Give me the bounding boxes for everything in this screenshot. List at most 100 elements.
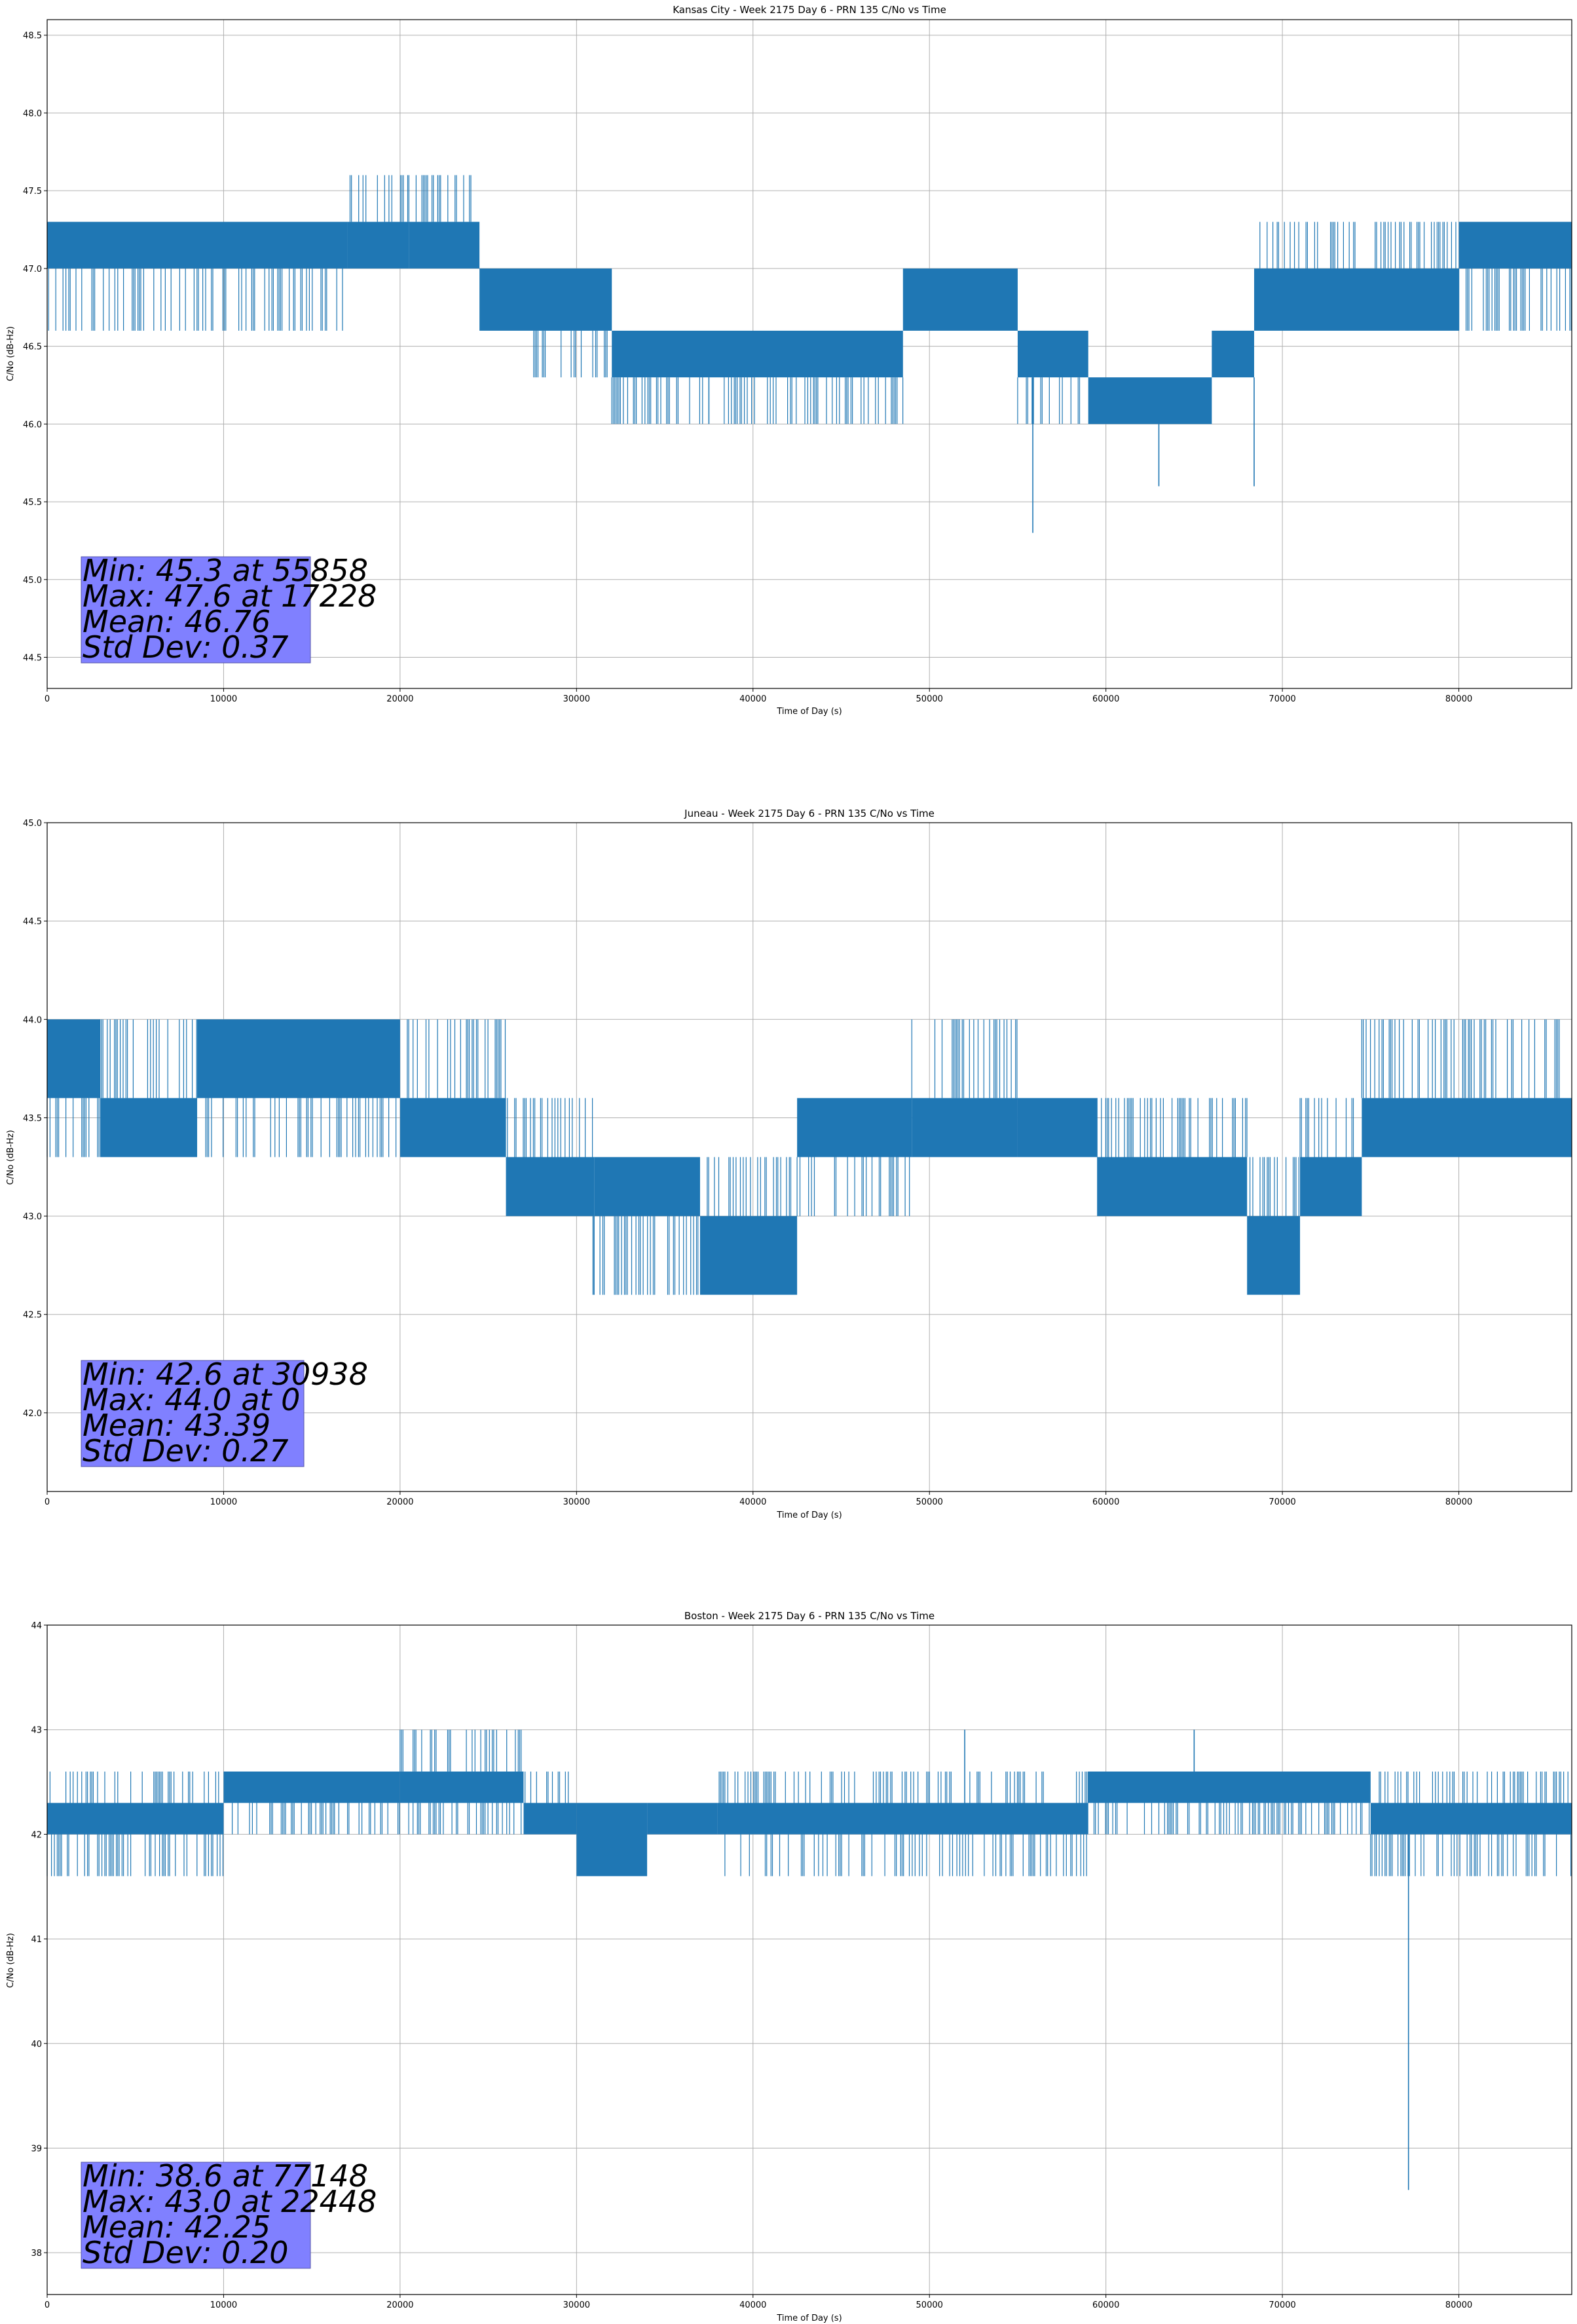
x-axis-label: Time of Day (s) xyxy=(776,2314,842,2323)
plot-frame xyxy=(46,822,1572,1492)
data-excursions xyxy=(1096,1098,1248,1157)
data-excursions xyxy=(407,1019,506,1098)
y-tick-label: 48.0 xyxy=(23,109,42,119)
x-tick-label: 50000 xyxy=(916,694,943,704)
data-band xyxy=(523,1803,577,1835)
data-excursions xyxy=(611,377,904,424)
x-tick-label: 40000 xyxy=(739,694,766,704)
x-tick-label: 10000 xyxy=(210,1497,237,1507)
y-tick-label: 41 xyxy=(31,1935,42,1945)
data-excursions xyxy=(205,1098,397,1157)
boston-panel: Boston - Week 2175 Day 6 - PRN 135 C/No … xyxy=(6,1610,1572,2323)
x-tick-label: 0 xyxy=(45,1497,50,1507)
stat-min: Min: 38.6 at 77148 xyxy=(83,2158,368,2194)
data-excursions xyxy=(408,175,472,222)
y-tick-label: 43.0 xyxy=(23,1212,42,1222)
y-tick-label: 43.5 xyxy=(23,1114,42,1123)
data-band xyxy=(47,1019,100,1098)
data-excursions xyxy=(533,330,608,378)
data-band xyxy=(47,1803,224,1835)
plot-frame xyxy=(46,1624,1572,2295)
data-band xyxy=(399,1771,524,1803)
data-excursions xyxy=(48,268,343,331)
stats-box-background xyxy=(81,1360,305,1467)
x-tick-label: 0 xyxy=(45,2300,50,2310)
y-tick-label: 42.5 xyxy=(23,1311,42,1321)
x-tick-label: 0 xyxy=(45,694,50,704)
kansas-city-panel: Kansas City - Week 2175 Day 6 - PRN 135 … xyxy=(6,4,1572,717)
x-tick-label: 60000 xyxy=(1092,694,1119,704)
y-tick-label: 44.0 xyxy=(23,1015,42,1025)
data-excursions xyxy=(1370,1771,1572,1877)
data-band xyxy=(409,221,480,269)
data-band xyxy=(399,1098,506,1157)
data-excursions xyxy=(911,1019,1018,1098)
chart-title: Boston - Week 2175 Day 6 - PRN 135 C/No … xyxy=(684,1610,935,1622)
y-tick-label: 40 xyxy=(31,2040,42,2050)
x-tick-label: 30000 xyxy=(563,1497,590,1507)
data-band xyxy=(1370,1803,1572,1835)
y-axis-label: C/No (dB-Hz) xyxy=(6,326,16,381)
x-tick-label: 70000 xyxy=(1269,2300,1295,2310)
x-tick-label: 70000 xyxy=(1269,1497,1295,1507)
data-excursions xyxy=(718,1771,1088,1877)
data-band xyxy=(1017,1098,1098,1157)
y-tick-label: 43 xyxy=(31,1726,42,1736)
stat-min: Min: 42.6 at 30938 xyxy=(83,1357,368,1392)
data-band xyxy=(523,268,612,331)
data-band xyxy=(1300,1157,1362,1216)
data-band xyxy=(647,1803,718,1835)
x-tick-label: 40000 xyxy=(739,2300,766,2310)
stat-std-dev: Std Dev: 0.27 xyxy=(83,1433,289,1469)
data-band xyxy=(1088,1771,1371,1803)
data-band xyxy=(699,1216,798,1295)
data-band xyxy=(1212,330,1254,378)
y-tick-label: 47.0 xyxy=(23,265,42,274)
x-tick-label: 10000 xyxy=(210,2300,237,2310)
x-tick-label: 70000 xyxy=(1269,694,1295,704)
x-tick-label: 30000 xyxy=(563,2300,590,2310)
stat-mean: Mean: 43.39 xyxy=(83,1408,270,1443)
x-tick-label: 60000 xyxy=(1092,2300,1119,2310)
stats-box-background xyxy=(81,556,311,664)
data-excursions xyxy=(507,1098,593,1157)
x-tick-label: 30000 xyxy=(563,694,590,704)
x-tick-label: 40000 xyxy=(739,1497,766,1507)
x-axis-label: Time of Day (s) xyxy=(776,707,842,717)
data-excursions xyxy=(1299,1098,1354,1157)
y-tick-label: 45.0 xyxy=(23,819,42,829)
data-band xyxy=(479,268,524,331)
stat-max: Max: 44.0 at 0 xyxy=(83,1382,300,1417)
data-band xyxy=(1088,377,1212,424)
juneau-panel: Juneau - Week 2175 Day 6 - PRN 135 C/No … xyxy=(6,808,1572,1520)
stat-std-dev: Std Dev: 0.20 xyxy=(83,2235,289,2270)
data-band xyxy=(594,1157,700,1216)
data-excursions xyxy=(399,1729,522,1835)
x-tick-label: 20000 xyxy=(386,2300,413,2310)
data-band xyxy=(612,330,903,378)
data-band xyxy=(223,1771,400,1803)
data-excursions xyxy=(46,1098,100,1157)
y-tick-label: 46.5 xyxy=(23,343,42,352)
data-band xyxy=(797,1098,912,1157)
y-tick-label: 48.5 xyxy=(23,31,42,41)
stat-mean: Mean: 46.76 xyxy=(83,604,270,639)
data-band xyxy=(47,221,348,269)
y-tick-label: 38 xyxy=(31,2249,42,2258)
data-band xyxy=(1254,268,1459,331)
data-excursions xyxy=(707,1157,792,1216)
stats-box: Min: 38.6 at 77148 Max: 43.0 at 22448 Me… xyxy=(81,2158,377,2270)
y-tick-label: 44 xyxy=(31,1621,42,1631)
chart-title: Juneau - Week 2175 Day 6 - PRN 135 C/No … xyxy=(684,808,935,819)
x-tick-label: 80000 xyxy=(1445,694,1472,704)
x-tick-label: 50000 xyxy=(916,2300,943,2310)
data-band xyxy=(506,1157,595,1216)
data-excursions xyxy=(593,1216,699,1295)
y-axis-label: C/No (dB-Hz) xyxy=(6,1933,16,1988)
x-tick-label: 10000 xyxy=(210,694,237,704)
data-excursions xyxy=(1458,268,1572,331)
data-excursions xyxy=(525,1771,569,1803)
y-tick-label: 44.5 xyxy=(23,654,42,664)
data-excursions xyxy=(1093,1803,1370,1835)
